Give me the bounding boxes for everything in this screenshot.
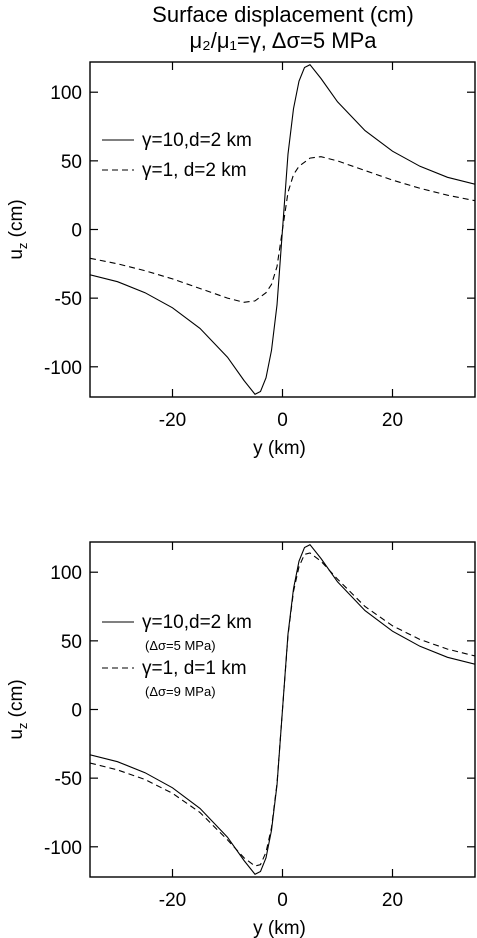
y-tick-label: 0 [71,221,82,242]
y-tick-label: 0 [71,701,82,722]
figure-title-line2: μ₂/μ₁=γ, Δσ=5 MPa [190,28,378,53]
y-tick-label: -50 [55,289,82,310]
x-axis-label: y (km) [253,918,306,938]
y-axis-label-subscript: z [15,723,30,730]
y-tick-label: 50 [61,152,82,173]
y-axis-label-base: u [6,249,27,260]
legend-label: γ=10,d=2 km [142,612,252,633]
y-axis-label: uz (cm) [6,679,30,739]
y-axis-label-subscript: z [15,243,30,250]
figure-title-line1: Surface displacement (cm) [152,2,414,27]
x-tick-label: -20 [159,890,186,911]
legend-label: γ=1, d=2 km [142,160,247,181]
y-axis-label: uz (cm) [6,199,30,259]
y-tick-label: -100 [44,838,82,859]
y-axis-label-unit: (cm) [6,199,27,242]
y-axis-label-unit: (cm) [6,679,27,722]
x-axis-label: y (km) [253,438,306,459]
x-tick-label: 20 [382,410,403,431]
x-tick-label: 0 [277,410,288,431]
legend-label: γ=10,d=2 km [142,130,252,151]
chart-panel-1: -20 0 20 -100 -50 0 50 100 y (km) uz (cm) γ=10,d=2… [6,61,476,459]
x-tick-label: 20 [382,890,403,911]
x-tick-label: -20 [159,410,186,431]
series-line-2 [90,552,475,867]
y-tick-label: 100 [50,83,82,104]
legend-label: γ=1, d=1 km [142,658,247,679]
x-tick-label: 0 [277,890,288,911]
y-tick-label: -50 [55,769,82,790]
series-line-2 [90,156,475,303]
y-tick-label: -100 [44,358,82,379]
legend-sublabel: (Δσ=9 MPa) [145,684,216,699]
y-tick-label: 100 [50,563,82,584]
legend-sublabel: (Δσ=5 MPa) [145,638,216,653]
y-tick-label: 50 [61,632,82,653]
chart-panel-2: -20 0 20 -100 -50 0 50 100 y (km) uz (cm) γ=10,d=2… [6,541,476,938]
y-axis-label-base: u [6,729,27,740]
